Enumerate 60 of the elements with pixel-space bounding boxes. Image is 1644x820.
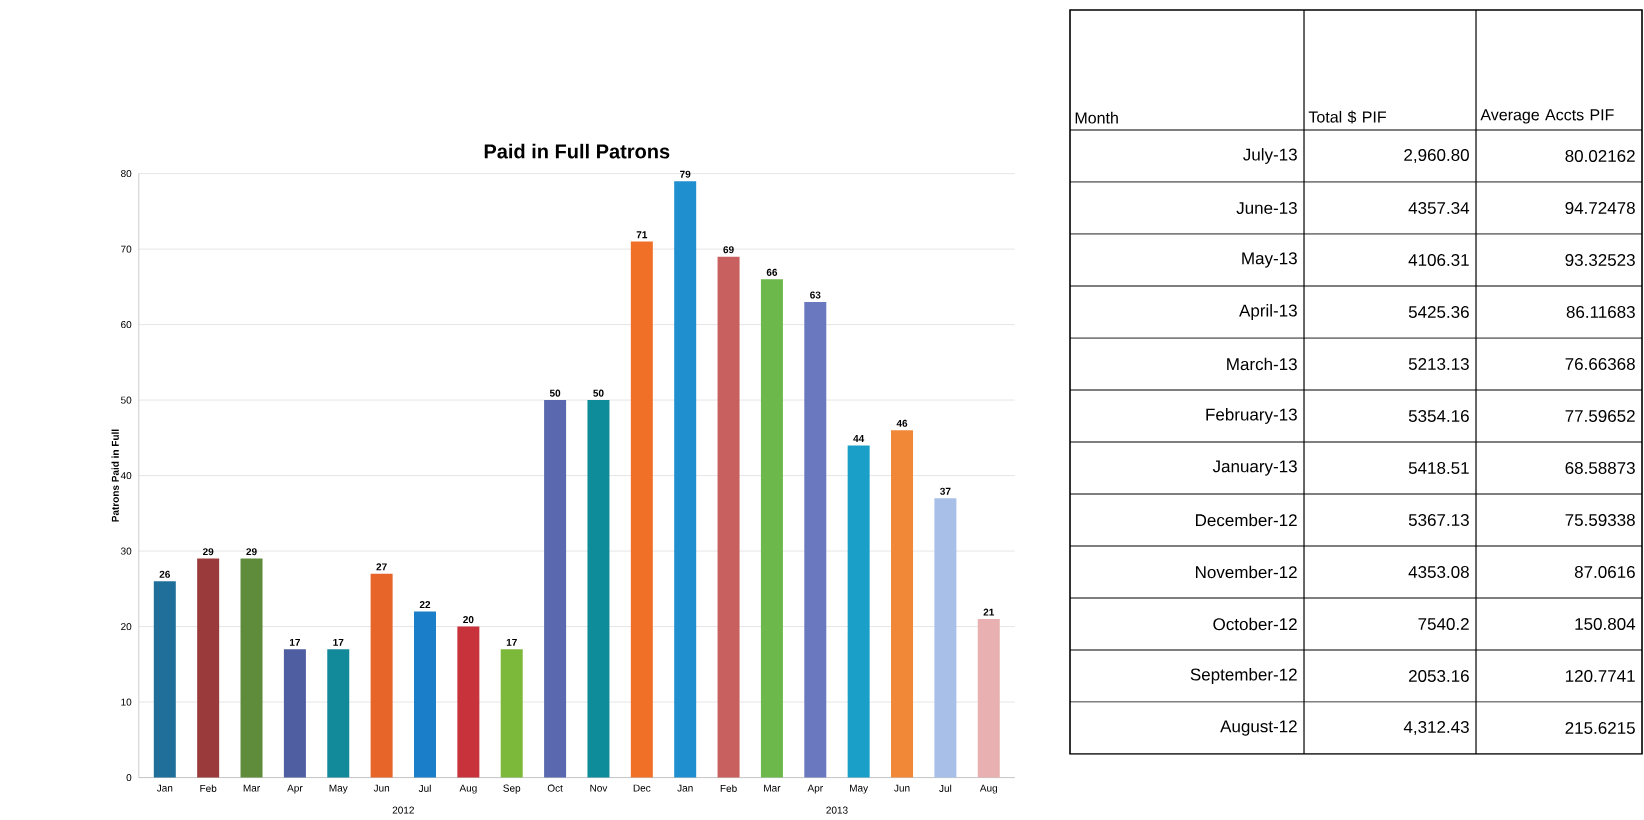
- text: 4353.08: [1408, 565, 1469, 578]
- text: Total $ PIF: [1308, 110, 1386, 124]
- text: 86.11683: [1566, 305, 1635, 318]
- text: 5213.13: [1408, 357, 1469, 370]
- text: 93.32523: [1565, 253, 1635, 266]
- text: December-12: [1196, 513, 1297, 527]
- text: 77.59652: [1565, 409, 1635, 422]
- bar: [804, 301, 827, 778]
- text: May-13: [1242, 252, 1297, 268]
- bar: [977, 618, 1000, 778]
- bar: [370, 573, 393, 778]
- bar: [283, 649, 306, 778]
- text: 5367.13: [1408, 513, 1469, 526]
- bar: [500, 649, 523, 778]
- text: 87.0616: [1574, 565, 1635, 578]
- text: 4357.34: [1408, 201, 1470, 214]
- text: February-13: [1206, 407, 1297, 424]
- bar: [587, 399, 610, 778]
- text: Month: [1075, 111, 1118, 124]
- text: 7540.2: [1418, 617, 1469, 630]
- text: October-12: [1213, 617, 1297, 631]
- bar: [760, 279, 783, 778]
- text: January-13: [1212, 460, 1297, 476]
- text: 2,960.80: [1404, 148, 1469, 163]
- text: 68.58873: [1565, 461, 1635, 474]
- text: August-12: [1220, 720, 1297, 736]
- chart-title: Paid in Full Patrons: [484, 143, 670, 159]
- text: April-13: [1239, 303, 1297, 320]
- text: 4106.31: [1408, 253, 1469, 266]
- bar: [414, 611, 436, 778]
- text: 94.72478: [1565, 201, 1635, 214]
- bar: [153, 581, 176, 778]
- text: 76.66368: [1565, 357, 1635, 370]
- text: July-13: [1243, 147, 1297, 164]
- bar: [674, 180, 697, 778]
- bar: [847, 445, 870, 778]
- text: 75.59338: [1565, 513, 1635, 526]
- bar: [717, 256, 740, 778]
- bar: [630, 241, 653, 778]
- text: 215.6215: [1565, 721, 1635, 734]
- text: 150.804: [1575, 617, 1636, 630]
- bar: [891, 430, 914, 778]
- bar: [934, 498, 957, 778]
- text: 5425.36: [1408, 305, 1469, 318]
- text: 80.02162: [1565, 149, 1635, 162]
- text: June-13: [1236, 201, 1297, 214]
- text: 5418.51: [1408, 461, 1469, 474]
- bar: [544, 399, 567, 778]
- text: November-12: [1196, 565, 1297, 579]
- text: 2053.16: [1409, 669, 1469, 682]
- bar: [197, 558, 220, 778]
- text: Average Accts PIF: [1480, 109, 1614, 124]
- text: 4,312.43: [1403, 720, 1469, 735]
- text: September-12: [1190, 667, 1297, 684]
- text: March-13: [1227, 357, 1297, 371]
- bar: [240, 558, 263, 778]
- text: 120.7741: [1565, 669, 1635, 682]
- text: 5354.16: [1408, 409, 1469, 422]
- bar: [327, 649, 350, 778]
- bar: [457, 626, 480, 778]
